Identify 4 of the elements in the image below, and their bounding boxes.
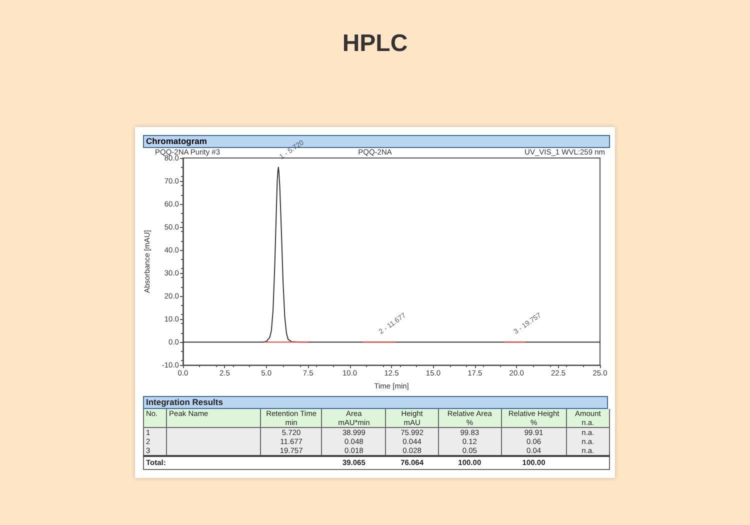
line-series: [182, 166, 600, 343]
text: Integration Results: [143, 396, 608, 409]
chart-title: HPLC: [341, 30, 409, 58]
chart-subtitle: Chromatogram: [146, 136, 207, 146]
